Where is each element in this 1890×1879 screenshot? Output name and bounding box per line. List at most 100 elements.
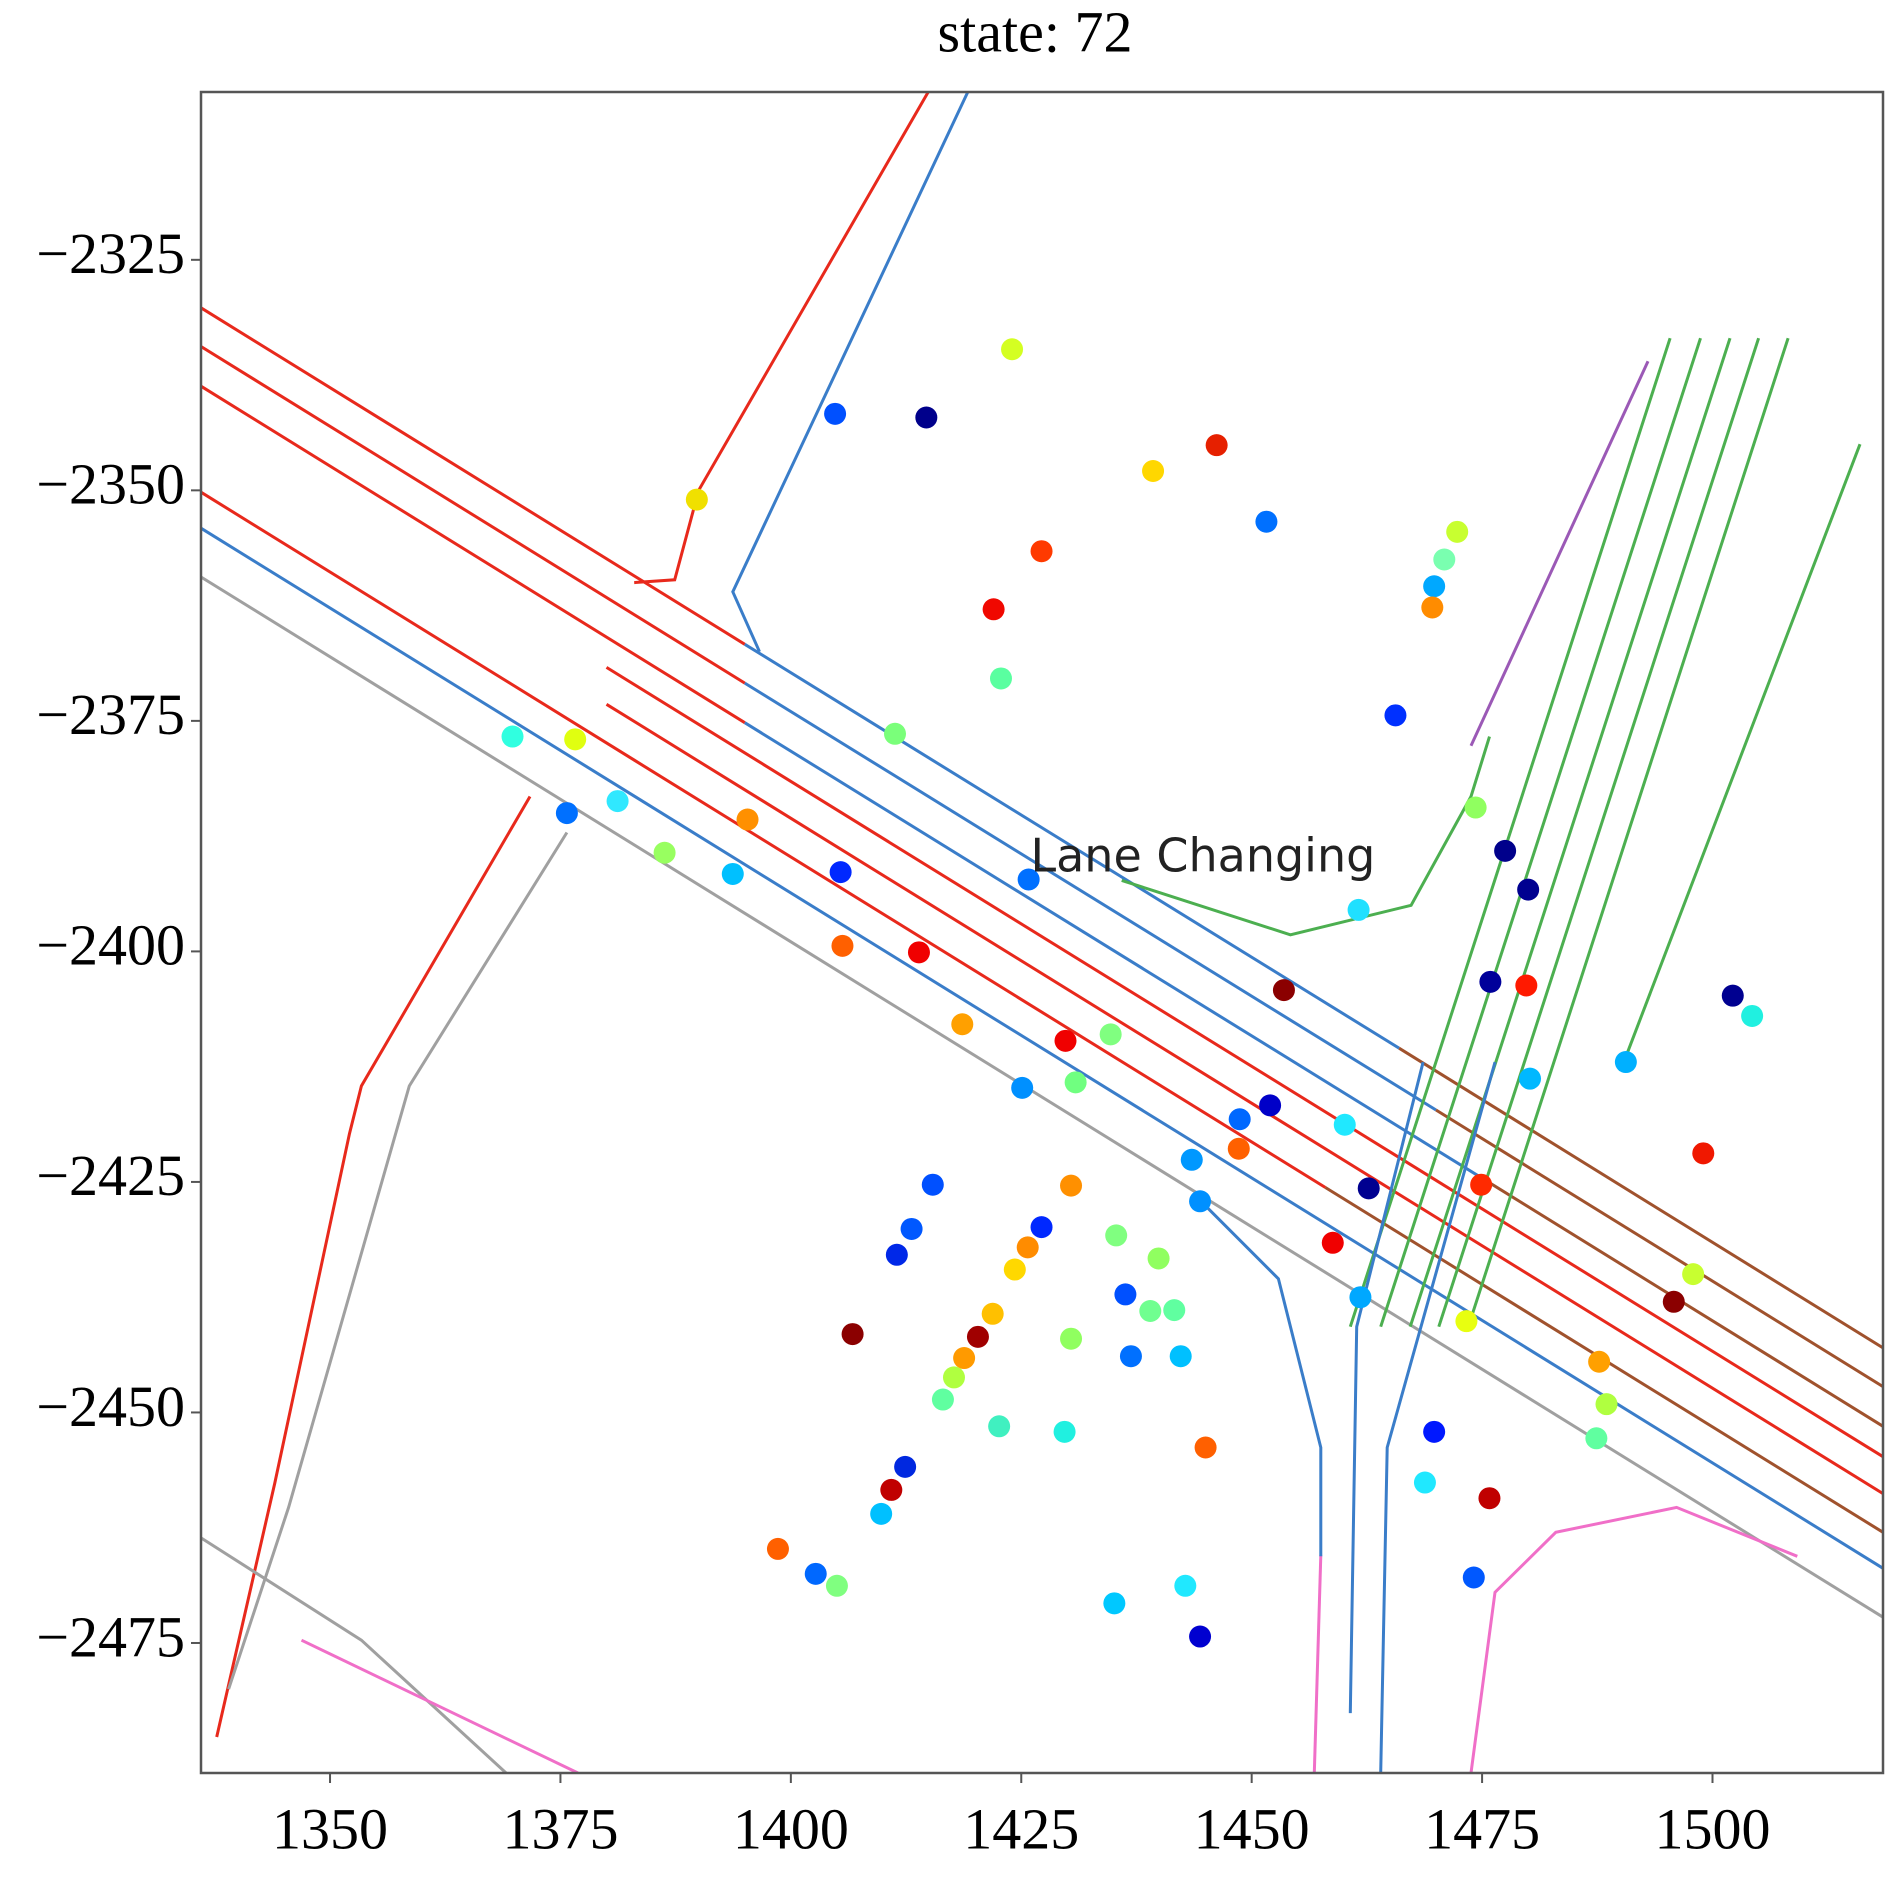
- lane: [744, 721, 1483, 1180]
- vehicle-point: [1030, 540, 1053, 563]
- vehicle-point: [1105, 1224, 1128, 1247]
- vehicle-point: [825, 1574, 848, 1597]
- vehicle-point: [1255, 510, 1278, 533]
- lane: [1469, 360, 1650, 747]
- lane: [605, 703, 1883, 1495]
- vehicle-point: [966, 1325, 989, 1348]
- vehicle-point: [1595, 1393, 1618, 1416]
- vehicle-point: [1423, 1420, 1446, 1443]
- vehicle-point: [1228, 1108, 1251, 1131]
- annotation: Lane Changing: [1030, 829, 1375, 883]
- vehicle-point: [883, 722, 906, 745]
- vehicle-point: [1016, 1236, 1039, 1259]
- vehicle-point: [1189, 1190, 1212, 1213]
- vehicle-point: [1060, 1327, 1083, 1350]
- y-tick-label: −2325: [36, 221, 185, 286]
- vehicle-point: [989, 667, 1012, 690]
- vehicle-point: [1357, 1177, 1380, 1200]
- lane: [1192, 1192, 1323, 1557]
- vehicle-point: [1588, 1350, 1611, 1373]
- vehicle-point: [1721, 984, 1744, 1007]
- vehicle-point: [501, 725, 524, 748]
- vehicle-point: [1099, 1023, 1122, 1046]
- vehicle-point: [1433, 548, 1456, 571]
- points: [501, 338, 1764, 1648]
- vehicle-point: [1479, 970, 1502, 993]
- vehicle-point: [1464, 796, 1487, 819]
- vehicle-point: [1741, 1004, 1764, 1027]
- x-tick-label: 1425: [963, 1796, 1079, 1861]
- vehicle-point: [1333, 1113, 1356, 1136]
- vehicle-point: [1119, 1345, 1142, 1368]
- lane: [1618, 443, 1862, 1072]
- lane: [227, 831, 569, 1690]
- vehicle-point: [1682, 1263, 1705, 1286]
- x-tick-label: 1400: [733, 1796, 849, 1861]
- vehicle-point: [1147, 1247, 1170, 1270]
- lane: [634, 92, 930, 585]
- vehicle-point: [1189, 1625, 1212, 1648]
- vehicle-point: [931, 1388, 954, 1411]
- vehicle-point: [951, 1013, 974, 1036]
- vehicle-point: [1585, 1427, 1608, 1450]
- vehicle-point: [804, 1562, 827, 1585]
- x-tick-label: 1450: [1194, 1796, 1310, 1861]
- vehicle-point: [1139, 1300, 1162, 1323]
- vehicle-point: [653, 841, 676, 864]
- vehicle-point: [885, 1243, 908, 1266]
- lane: [1379, 337, 1702, 1328]
- axes: 1350 1375 1400 1425 1450 1475 1500 −2475 −2450 −2…: [36, 221, 1770, 1861]
- vehicle-point: [900, 1217, 923, 1240]
- vehicle-point: [953, 1347, 976, 1370]
- lane: [201, 1536, 508, 1773]
- plot-frame: [199, 90, 1885, 1775]
- vehicle-point: [988, 1415, 1011, 1438]
- vehicle-point: [1470, 1173, 1493, 1196]
- vehicle-point: [1662, 1290, 1685, 1313]
- vehicle-point: [1169, 1345, 1192, 1368]
- y-tick-label: −2475: [36, 1604, 185, 1669]
- vehicle-point: [606, 790, 629, 813]
- lane: [1435, 1108, 1883, 1388]
- lane: [1469, 1505, 1798, 1773]
- vehicle-point: [824, 402, 847, 425]
- vehicle-point: [894, 1455, 917, 1478]
- vehicle-point: [1478, 1487, 1501, 1510]
- vehicle-point: [1205, 434, 1228, 457]
- vehicle-point: [1174, 1574, 1197, 1597]
- lane: [201, 384, 746, 724]
- vehicle-point: [982, 598, 1005, 621]
- vehicle-point: [1272, 979, 1295, 1002]
- vehicle-point: [736, 808, 759, 831]
- y-tick-label: −2425: [36, 1143, 185, 1208]
- lane: [1466, 337, 1790, 1328]
- y-tick-label: −2375: [36, 682, 185, 747]
- lane: [605, 666, 1883, 1458]
- vehicle-point: [721, 862, 744, 885]
- vehicle-point: [1180, 1148, 1203, 1171]
- y-tick-label: −2350: [36, 452, 185, 517]
- vehicle-point: [870, 1502, 893, 1525]
- lane: [300, 1638, 579, 1773]
- vehicle-point: [1349, 1286, 1372, 1309]
- vehicle-point: [685, 488, 708, 511]
- vehicle-point: [1054, 1029, 1077, 1052]
- vehicle-point: [1494, 839, 1517, 862]
- vehicle-point: [921, 1173, 944, 1196]
- vehicle-point: [1692, 1142, 1715, 1165]
- lane: [1408, 337, 1732, 1328]
- vehicle-point: [1163, 1299, 1186, 1322]
- lane: [744, 681, 1437, 1112]
- vehicle-point: [1053, 1420, 1076, 1443]
- vehicle-point: [1064, 1071, 1087, 1094]
- lane: [744, 643, 1400, 1050]
- lane: [1121, 736, 1491, 937]
- vehicle-point: [1614, 1051, 1637, 1074]
- lane: [201, 306, 746, 646]
- vehicle-point: [1519, 1067, 1542, 1090]
- vehicle-point: [1321, 1231, 1344, 1254]
- vehicle-point: [829, 861, 852, 884]
- lane: [1398, 1046, 1883, 1350]
- vehicle-point: [1423, 575, 1446, 598]
- vehicle-point: [1114, 1283, 1137, 1306]
